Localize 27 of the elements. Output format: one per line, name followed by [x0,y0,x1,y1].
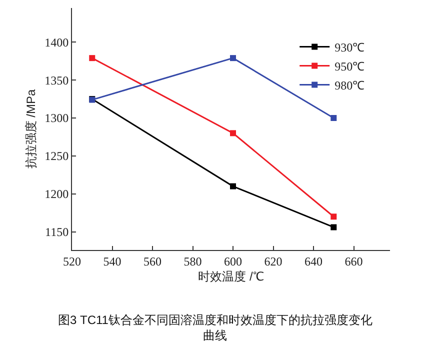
point [230,55,236,62]
point [230,130,236,136]
x-tick-label: 560 [144,254,162,268]
legend-label: 980℃ [334,78,365,92]
x-tick-label: 620 [264,254,282,268]
x-axis-title: 时效温度 /℃ [198,269,264,284]
point [330,224,337,230]
x-tick-label: 640 [304,254,323,268]
point [330,115,337,121]
legend-label: 950℃ [334,59,365,74]
x-tick-label: 580 [184,254,202,268]
y-tick-label: 1400 [44,35,69,50]
point [89,55,96,62]
point [330,214,337,220]
y-tick-label: 1250 [44,149,69,164]
legend-label: 930℃ [334,40,365,54]
y-tick-label: 1150 [45,224,69,239]
y-tick-label: 1200 [44,187,69,202]
x-tick-label: 540 [103,254,122,268]
y-tick-label: 1350 [44,73,69,88]
x-tick-label: 660 [344,254,363,268]
x-tick-label: 600 [224,254,242,268]
x-tick-label: 520 [63,254,81,268]
y-axis-title: 抗拉强度 /MPa [24,89,38,169]
y-tick-label: 1300 [44,111,69,126]
point [230,183,236,190]
caption: 图3 TC11钛合金不同固溶温度和时效温度下的抗拉强度变化曲线 [58,313,372,343]
